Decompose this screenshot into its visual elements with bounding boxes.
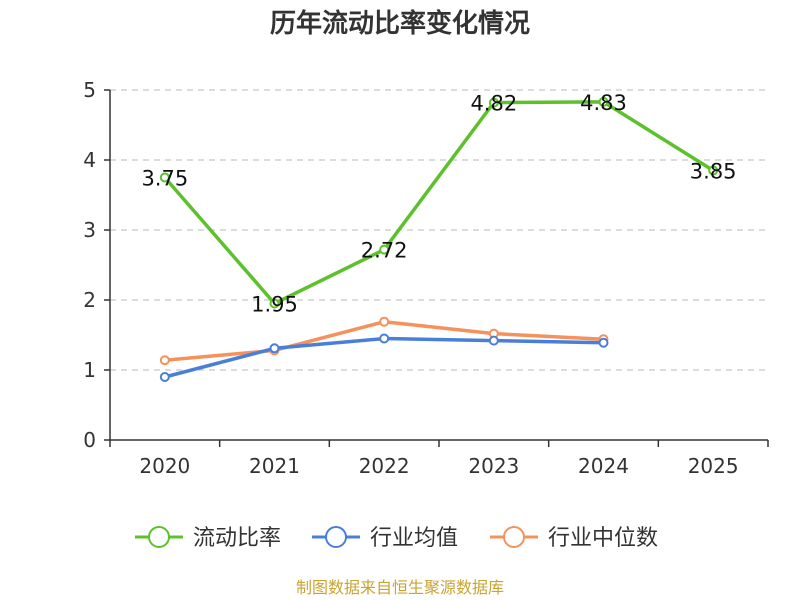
legend-marker-icon — [503, 526, 525, 548]
legend-label: 流动比率 — [193, 526, 281, 551]
data-point — [159, 372, 170, 382]
series-lines — [159, 96, 719, 382]
legend-item[interactable]: 行业中位数 — [490, 526, 658, 551]
data-label: 3.85 — [690, 160, 737, 184]
y-tick-label: 5 — [83, 78, 96, 102]
legend-marker-icon — [325, 526, 347, 548]
data-label: 2.72 — [361, 239, 408, 263]
x-tick-label: 2024 — [578, 454, 629, 478]
series-line — [163, 100, 715, 306]
data-point — [708, 165, 719, 176]
data-point — [488, 97, 499, 108]
series-line — [164, 336, 604, 379]
data-point — [488, 335, 499, 346]
legend-marker-icon — [148, 526, 170, 548]
data-label: 4.82 — [470, 92, 517, 116]
y-tick-label: 0 — [83, 428, 96, 452]
legend-label: 行业均值 — [370, 526, 458, 551]
chart-title: 历年流动比率变化情况 — [269, 9, 530, 39]
y-tick-label: 2 — [83, 288, 96, 312]
y-tick-label: 1 — [83, 358, 96, 382]
legend-item[interactable]: 行业均值 — [312, 526, 458, 551]
legend: 流动比率 行业均值 行业中位数 — [135, 526, 658, 551]
data-point — [379, 244, 390, 255]
x-tick-label: 2020 — [139, 454, 190, 478]
y-tick-label: 3 — [83, 218, 96, 242]
x-tick-label: 2025 — [688, 454, 739, 478]
source-note: 制图数据来自恒生聚源数据库 — [295, 578, 504, 597]
data-label: 4.83 — [580, 91, 627, 115]
x-tick-label: 2022 — [359, 454, 410, 478]
data-point — [159, 172, 170, 183]
data-point — [269, 343, 280, 354]
data-point — [379, 333, 390, 344]
y-tick-label: 4 — [83, 148, 96, 172]
data-labels: 3.75 1.95 2.72 4.82 4.83 3.85 — [141, 91, 736, 317]
data-label: 1.95 — [251, 293, 298, 317]
data-point — [159, 355, 170, 366]
x-tick-label: 2023 — [468, 454, 519, 478]
data-label: 3.75 — [141, 167, 188, 191]
data-point — [269, 298, 280, 309]
legend-label: 行业中位数 — [548, 526, 658, 551]
data-point — [598, 96, 609, 107]
data-point — [379, 316, 390, 327]
axes: 0 1 2 3 4 5 2020 2021 2022 2023 2024 2025 — [83, 78, 769, 478]
legend-item[interactable]: 流动比率 — [135, 526, 281, 551]
x-tick-label: 2021 — [249, 454, 300, 478]
data-point — [598, 337, 609, 348]
